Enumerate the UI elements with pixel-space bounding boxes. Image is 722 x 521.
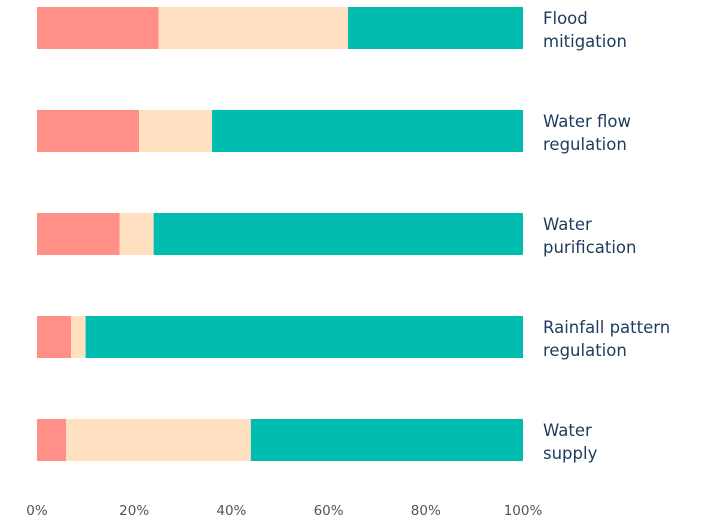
bar-segment [250, 419, 523, 461]
bar-segment [158, 7, 349, 49]
bar-segment [66, 419, 251, 461]
category-label: Flood mitigation [543, 9, 627, 51]
bar-segment [37, 110, 140, 152]
bar-segment [37, 213, 120, 255]
category-label: Water flow regulation [543, 112, 632, 154]
x-tick-label: 20% [119, 503, 150, 519]
bar-segment [139, 110, 212, 152]
bar-segment [153, 213, 523, 255]
x-tick-label: 0% [26, 503, 48, 519]
bar-segment [211, 110, 523, 152]
bar-segment [37, 316, 72, 358]
category-label: Water purification [543, 215, 637, 257]
bar-segment [348, 7, 523, 49]
bar-segment [71, 316, 86, 358]
bar-segment [37, 419, 67, 461]
x-tick-label: 100% [503, 503, 543, 519]
bar-segment [119, 213, 154, 255]
x-tick-label: 60% [313, 503, 344, 519]
category-label: Water supply [543, 421, 598, 463]
bar-segment [37, 7, 159, 49]
category-label: Rainfall pattern regulation [543, 318, 671, 360]
x-tick-label: 80% [410, 503, 441, 519]
x-tick-label: 40% [216, 503, 247, 519]
bar-segment [85, 316, 523, 358]
